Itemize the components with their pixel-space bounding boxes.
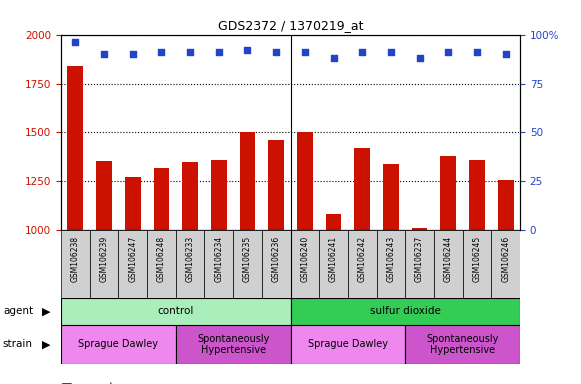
Bar xyxy=(406,325,520,364)
Bar xyxy=(406,230,434,298)
Point xyxy=(185,49,195,55)
Bar xyxy=(319,230,348,298)
Point xyxy=(357,49,367,55)
Bar xyxy=(175,325,290,364)
Bar xyxy=(147,230,175,298)
Text: sulfur dioxide: sulfur dioxide xyxy=(370,306,440,316)
Bar xyxy=(239,132,256,230)
Bar xyxy=(205,230,233,298)
Text: GSM106245: GSM106245 xyxy=(472,236,482,282)
Text: ▶: ▶ xyxy=(42,339,51,349)
Bar xyxy=(182,162,198,230)
Bar xyxy=(376,230,406,298)
Point xyxy=(214,49,224,55)
Text: Spontaneously
Hypertensive: Spontaneously Hypertensive xyxy=(426,334,499,355)
Bar xyxy=(290,325,406,364)
Bar xyxy=(119,230,147,298)
Point xyxy=(128,51,137,57)
Text: GSM106239: GSM106239 xyxy=(99,236,109,282)
Bar xyxy=(462,230,492,298)
Bar xyxy=(383,164,399,230)
Bar xyxy=(262,230,290,298)
Bar xyxy=(290,298,520,325)
Point xyxy=(472,49,482,55)
Text: strain: strain xyxy=(3,339,33,349)
Point xyxy=(386,49,396,55)
Bar xyxy=(492,230,520,298)
Bar xyxy=(268,140,284,230)
Point xyxy=(157,49,166,55)
Text: GSM106236: GSM106236 xyxy=(272,236,281,282)
Point xyxy=(243,47,252,53)
Text: Sprague Dawley: Sprague Dawley xyxy=(78,339,159,349)
Point xyxy=(415,55,424,61)
Bar xyxy=(61,325,175,364)
Text: ■: ■ xyxy=(61,380,73,384)
Text: GSM106243: GSM106243 xyxy=(386,236,396,282)
Text: Spontaneously
Hypertensive: Spontaneously Hypertensive xyxy=(197,334,270,355)
Text: GSM106242: GSM106242 xyxy=(358,236,367,282)
Bar xyxy=(153,168,169,230)
Bar xyxy=(96,161,112,230)
Bar xyxy=(61,298,290,325)
Point xyxy=(300,49,310,55)
Bar xyxy=(67,66,83,230)
Bar xyxy=(348,230,376,298)
Bar xyxy=(61,230,89,298)
Bar xyxy=(469,160,485,230)
Text: GSM106246: GSM106246 xyxy=(501,236,510,282)
Text: GSM106248: GSM106248 xyxy=(157,236,166,282)
Title: GDS2372 / 1370219_at: GDS2372 / 1370219_at xyxy=(218,19,363,32)
Point xyxy=(501,51,510,57)
Bar xyxy=(354,148,370,230)
Bar xyxy=(440,156,456,230)
Bar xyxy=(290,230,319,298)
Bar xyxy=(434,230,462,298)
Text: GSM106241: GSM106241 xyxy=(329,236,338,282)
Bar xyxy=(125,177,141,230)
Text: GSM106238: GSM106238 xyxy=(71,236,80,282)
Bar xyxy=(175,230,205,298)
Point xyxy=(99,51,109,57)
Point xyxy=(329,55,338,61)
Bar xyxy=(297,132,313,230)
Bar xyxy=(89,230,119,298)
Text: control: control xyxy=(157,306,194,316)
Text: count: count xyxy=(84,382,114,384)
Text: GSM106235: GSM106235 xyxy=(243,236,252,282)
Text: GSM106234: GSM106234 xyxy=(214,236,223,282)
Bar xyxy=(412,228,428,230)
Bar xyxy=(325,214,342,230)
Bar xyxy=(498,180,514,230)
Bar xyxy=(211,160,227,230)
Text: GSM106237: GSM106237 xyxy=(415,236,424,282)
Text: ▶: ▶ xyxy=(42,306,51,316)
Text: GSM106247: GSM106247 xyxy=(128,236,137,282)
Text: GSM106244: GSM106244 xyxy=(444,236,453,282)
Text: GSM106240: GSM106240 xyxy=(300,236,309,282)
Text: agent: agent xyxy=(3,306,33,316)
Text: GSM106233: GSM106233 xyxy=(185,236,195,282)
Bar xyxy=(233,230,262,298)
Point xyxy=(444,49,453,55)
Point xyxy=(71,39,80,45)
Text: Sprague Dawley: Sprague Dawley xyxy=(308,339,388,349)
Point xyxy=(271,49,281,55)
